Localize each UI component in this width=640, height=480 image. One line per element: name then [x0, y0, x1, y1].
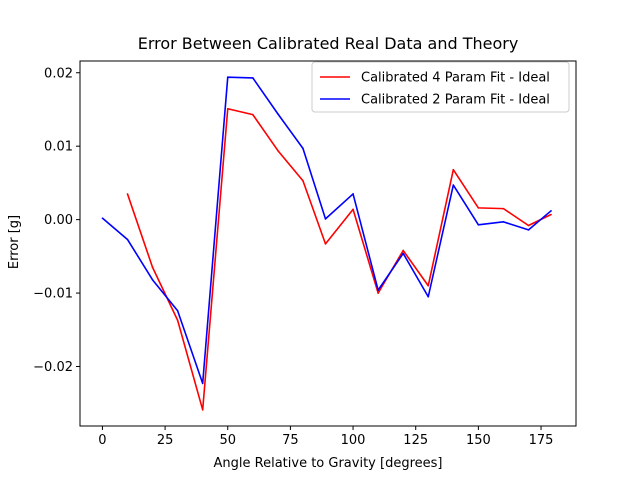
x-tick-label: 150	[466, 433, 491, 448]
y-tick-label: 0.01	[44, 140, 73, 155]
y-axis-label: Error [g]	[7, 215, 22, 269]
y-tick-label: −0.01	[33, 287, 73, 302]
series-1-point	[324, 243, 327, 245]
series-2-point	[477, 223, 480, 226]
series-1-point	[550, 213, 552, 216]
series-1-point	[126, 193, 129, 195]
axes-frame	[79, 60, 577, 427]
series-1-point	[377, 292, 379, 294]
series-1-point	[151, 266, 154, 269]
legend: Calibrated 4 Param Fit - Ideal Calibrated…	[311, 61, 570, 113]
plot-area	[101, 76, 552, 411]
series-2-point	[176, 309, 179, 312]
series-2-point	[452, 184, 455, 186]
series-1-point	[427, 284, 430, 287]
axes: 0 25 50 75 100 125 150 175 −0.02 −0.01 0.00 0.01 0.0…	[33, 60, 577, 448]
series-2-point	[201, 382, 204, 385]
y-tick-label: 0.00	[44, 213, 73, 228]
y-tick-label: −0.02	[33, 360, 73, 375]
series-2-point	[101, 217, 104, 219]
series-2-point	[226, 76, 229, 78]
series-1-point	[277, 149, 279, 152]
legend-label-1: Calibrated 4 Param Fit - Ideal	[361, 71, 550, 86]
x-tick-label: 75	[282, 433, 299, 448]
series-2-point	[302, 147, 304, 150]
x-tick-label: 50	[219, 433, 236, 448]
series-2-point	[402, 252, 404, 255]
series-1-point	[452, 168, 455, 171]
series-1-point	[527, 224, 530, 227]
series-1-point	[352, 208, 354, 211]
series-1-point	[302, 179, 304, 182]
chart-title: Error Between Calibrated Real Data and T…	[138, 34, 519, 53]
x-tick-label: 0	[98, 433, 106, 448]
series-1-point	[477, 207, 480, 209]
x-axis-label: Angle Relative to Gravity [degrees]	[214, 456, 443, 471]
series-2-point	[527, 229, 530, 231]
x-tick-label: 175	[529, 433, 554, 448]
series-2-point	[427, 295, 430, 298]
series-2-point	[502, 221, 505, 223]
series-2-point	[550, 210, 552, 212]
series-2-point	[151, 279, 154, 281]
series-1-point	[226, 107, 229, 110]
legend-label-2: Calibrated 2 Param Fit - Ideal	[361, 93, 550, 108]
series-1-point	[402, 249, 404, 252]
series-2-point	[252, 77, 254, 79]
x-tick-label: 25	[157, 433, 174, 448]
series-2-point	[126, 238, 129, 241]
x-tick-label: 100	[341, 433, 366, 448]
legend-box	[311, 61, 570, 113]
series-1-point	[176, 319, 179, 322]
y-tick-label: 0.02	[44, 66, 73, 81]
x-tick-label: 125	[403, 433, 428, 448]
series-1-point	[201, 409, 204, 411]
series-2-point	[324, 218, 327, 220]
series-line-1	[126, 107, 552, 411]
series-2-point	[377, 289, 379, 291]
series-1-point	[502, 207, 505, 210]
series-1-point	[252, 113, 254, 116]
series-2-point	[277, 113, 279, 115]
series-2-point	[352, 193, 354, 195]
